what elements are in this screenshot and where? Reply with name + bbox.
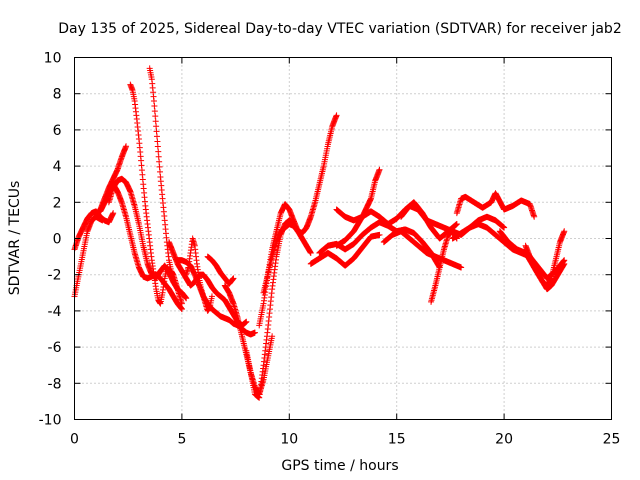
data-point (123, 143, 130, 150)
data-point (152, 113, 159, 120)
data-point (307, 249, 314, 256)
y-tick-label: 4 (53, 159, 62, 175)
y-tick-label: 2 (53, 195, 62, 211)
data-point (99, 217, 106, 224)
data-point (150, 97, 157, 104)
data-point (183, 295, 190, 302)
data-point (153, 123, 160, 130)
data-point (154, 143, 161, 150)
y-tick-label: 6 (53, 123, 62, 139)
series-arc-7 (146, 65, 185, 307)
y-tick-label: -4 (48, 304, 62, 320)
data-point (155, 148, 162, 155)
series-arc-4 (92, 143, 130, 220)
data-point (110, 210, 117, 217)
axis-ticks: 0 5 10 15 20 25 -10 -8 -6 -4 -2 0 2 4 6 8 10 (39, 51, 621, 448)
x-tick-label: 15 (388, 432, 406, 448)
data-point (251, 329, 258, 336)
series-arc-10 (183, 235, 215, 314)
data-point (208, 293, 215, 300)
y-tick-label: -2 (48, 268, 62, 284)
data-points (71, 65, 568, 401)
x-tick-label: 0 (70, 432, 79, 448)
series-arc-26 (522, 228, 568, 289)
y-tick-label: -6 (48, 340, 62, 356)
x-tick-label: 20 (495, 432, 513, 448)
x-tick-label: 5 (177, 432, 186, 448)
series-arc-23 (449, 221, 568, 282)
x-axis-label: GPS time / hours (281, 458, 398, 474)
data-point (153, 133, 160, 140)
data-point (154, 138, 161, 145)
series-arc-14 (256, 112, 340, 329)
data-point (152, 118, 159, 125)
x-tick-label: 10 (280, 432, 298, 448)
data-point (156, 168, 163, 175)
data-point (178, 306, 185, 313)
series-arc-16 (307, 231, 383, 269)
data-point (153, 128, 160, 135)
series-arc-2 (71, 213, 106, 300)
data-point (294, 228, 301, 235)
data-point (333, 112, 340, 119)
data-point (376, 231, 383, 238)
series-arc-1 (71, 208, 117, 253)
data-point (243, 318, 250, 325)
series-arc-15 (260, 221, 301, 296)
data-point (155, 153, 162, 160)
y-tick-label: -10 (39, 413, 62, 429)
y-tick-label: 10 (44, 51, 62, 67)
y-tick-label: 8 (53, 87, 62, 103)
data-point (178, 300, 185, 307)
x-tick-label: 25 (603, 432, 621, 448)
data-point (269, 333, 276, 340)
series-arc-24 (453, 190, 538, 220)
data-point (156, 158, 163, 165)
y-tick-label: -8 (48, 376, 62, 392)
data-point (151, 108, 158, 115)
y-tick-label: 0 (53, 232, 62, 248)
chart-title: Day 135 of 2025, Sidereal Day-to-day VTE… (58, 21, 621, 37)
data-point (151, 103, 158, 110)
data-point (230, 275, 237, 282)
series-arc-11 (204, 253, 237, 287)
data-point (156, 163, 163, 170)
y-axis-label: SDTVAR / TECUs (7, 181, 23, 296)
series-arc-13 (243, 217, 314, 401)
